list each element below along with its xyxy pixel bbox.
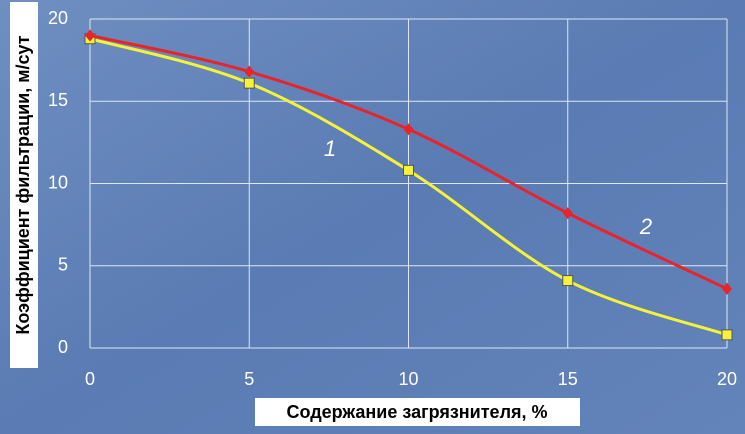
marker [721,329,733,341]
marker [85,29,95,42]
x-tick-label: 15 [558,369,578,389]
marker [403,123,414,136]
x-tick-label: 5 [244,369,254,389]
y-axis-title: Коэффициент фильтрации, м/сут [13,35,33,334]
series-label: 2 [639,214,652,239]
y-tick-label: 10 [48,172,68,192]
marker [403,164,414,176]
x-title-box [255,398,580,426]
y-tick-label: 0 [58,337,68,357]
x-axis-title: Содержание загрязнителя, % [286,402,547,422]
y-title-box [10,2,38,368]
marker [722,282,732,295]
marker [562,207,573,220]
x-tick-label: 10 [398,369,418,389]
marker [244,65,255,78]
marker [562,275,574,287]
marker [243,77,255,89]
series-label: 1 [324,136,336,161]
x-tick-label: 20 [717,369,737,389]
y-tick-label: 15 [48,90,68,110]
y-tick-label: 20 [48,8,68,28]
y-tick-label: 5 [58,255,68,275]
x-tick-label: 0 [85,369,95,389]
